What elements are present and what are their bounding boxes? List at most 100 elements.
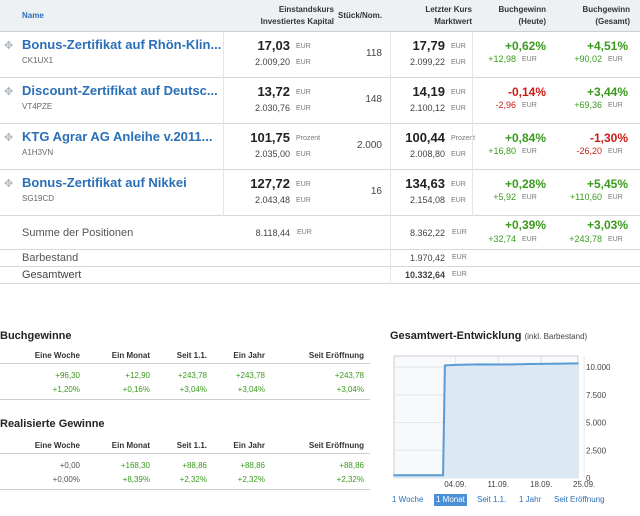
gewinn-heute-abs: +12,98: [488, 54, 516, 64]
header-einstandskurs-line2: Investiertes Kapital: [260, 17, 334, 26]
drag-handle-icon[interactable]: ✥: [4, 178, 14, 190]
position-name-link[interactable]: Discount-Zertifikat auf Deutsc...: [22, 83, 218, 98]
gewinn-heute-pct: +0,84%: [504, 131, 546, 145]
chart-range-links: 1 Woche 1 Monat Seit 1.1. 1 Jahr Seit Eröffn…: [390, 494, 630, 508]
series-area: [394, 363, 578, 478]
header-bg-gesamt-line2: (Gesamt): [595, 17, 630, 26]
x-tick-label: 25.09.: [573, 480, 595, 489]
rg-head-eroeffnung: Seit Eröffnung: [308, 441, 364, 450]
series-line: [394, 362, 579, 477]
einstandskurs: 101,75: [250, 130, 290, 145]
position-name-link[interactable]: Bonus-Zertifikat auf Rhön-Klin...: [22, 37, 222, 52]
gewinn-heute-pct: +0,62%: [504, 39, 546, 53]
summe-gesamt-pct: +3,03%: [586, 218, 628, 232]
x-tick-label: 18.09.: [530, 480, 552, 489]
col-divider: [390, 78, 391, 124]
position-name-link[interactable]: KTG Agrar AG Anleihe v.2011...: [22, 129, 213, 144]
header-letzter-line1: Letzter Kurs: [425, 5, 472, 14]
summe-label: Summe der Positionen: [22, 227, 134, 239]
bg-pct-seit11: +3,04%: [179, 385, 207, 394]
drag-handle-icon[interactable]: ✥: [4, 86, 14, 98]
rg-head-seit11: Seit 1.1.: [176, 441, 207, 450]
realisierte-header: Eine Woche Ein Monat Seit 1.1. Ein Jahr …: [0, 438, 370, 454]
drag-handle-icon[interactable]: ✥: [4, 132, 14, 144]
col-divider: [223, 124, 224, 170]
letzter-kurs: 134,63: [405, 176, 445, 191]
y-tick-label: 0: [586, 474, 591, 483]
col-divider: [390, 32, 391, 78]
gesamtwert-chart: 0 2.500 5.000 7.500 10.000 04.09. 11.09. 18.09.…: [393, 355, 611, 489]
data-point: [417, 474, 420, 477]
range-link[interactable]: Seit Eröffnung: [554, 495, 605, 504]
investiertes-kapital: 2.009,20: [254, 57, 290, 67]
stueck: 16: [370, 186, 382, 197]
col-divider: [223, 78, 224, 124]
bg-head-monat: Ein Monat: [111, 351, 150, 360]
x-tick-label: 11.09.: [487, 480, 509, 489]
data-point: [503, 363, 506, 366]
header-name[interactable]: Name: [22, 11, 44, 20]
range-link[interactable]: 1 Jahr: [519, 495, 542, 504]
position-row: ✥ Discount-Zertifikat auf Deutsc... VT4P…: [0, 78, 640, 124]
investiertes-kapital: 2.035,00: [254, 149, 290, 159]
col-divider: [390, 170, 391, 216]
rg-head-woche: Eine Woche: [34, 441, 80, 450]
gewinn-gesamt-pct: -1,30%: [589, 131, 628, 145]
rg-pct-seit11: +2,32%: [179, 475, 207, 484]
range-link[interactable]: 1 Monat: [434, 494, 467, 506]
marktwert-unit: EUR: [451, 105, 466, 112]
position-row: ✥ KTG Agrar AG Anleihe v.2011... A1H3VN …: [0, 124, 640, 170]
einstandskurs: 127,72: [250, 176, 290, 191]
header-buchgewinn-gesamt: Buchgewinn (Gesamt): [560, 4, 630, 28]
gewinn-gesamt-abs: +110,60: [569, 192, 602, 202]
position-isin: A1H3VN: [22, 148, 54, 157]
realisierte-row-abs: +0,00 +168,30 +88,86 +88,86 +88,86: [0, 459, 370, 473]
gewinn-gesamt-cur: EUR: [608, 102, 623, 109]
letzter-kurs: 17,79: [412, 38, 445, 53]
summe-gesamt-cur: EUR: [608, 236, 623, 243]
rg-pct-woche: +0,00%: [52, 475, 80, 484]
summary-divider: [390, 216, 391, 284]
col-divider: [472, 32, 473, 78]
gesamtwert-unit: EUR: [452, 271, 467, 278]
range-link[interactable]: 1 Woche: [392, 495, 424, 504]
rg-head-monat: Ein Monat: [111, 441, 150, 450]
col-divider: [472, 124, 473, 170]
gewinn-gesamt-abs: -26,20: [576, 146, 602, 156]
buchgewinne-row-pct: +1,20% +0,16% +3,04% +3,04% +3,04%: [0, 383, 370, 397]
rg-pct-eroeffnung: +2,32%: [336, 475, 364, 484]
header-stueck: Stück/Nom.: [337, 11, 382, 20]
rg-head-jahr: Ein Jahr: [233, 441, 265, 450]
data-point: [444, 364, 446, 367]
header-einstandskurs: Einstandskurs Investiertes Kapital: [230, 4, 334, 28]
bg-head-jahr: Ein Jahr: [233, 351, 265, 360]
barbestand-value: 1.970,42: [409, 253, 445, 263]
letzter-kurs-unit: Prozent: [451, 135, 476, 142]
gewinn-gesamt-pct: +5,45%: [586, 177, 628, 191]
gewinn-gesamt-pct: +4,51%: [586, 39, 628, 53]
barbestand-row: Barbestand 1.970,42 EUR: [0, 250, 640, 267]
y-tick-label: 2.500: [586, 446, 607, 455]
position-isin: CK1UX1: [22, 56, 54, 65]
position-name-link[interactable]: Bonus-Zertifikat auf Nikkei: [22, 175, 187, 190]
gewinn-heute-pct: -0,14%: [507, 85, 546, 99]
position-row: ✥ Bonus-Zertifikat auf Nikkei SG19CD 127…: [0, 170, 640, 216]
summe-heute-pct: +0,39%: [504, 218, 546, 232]
range-link[interactable]: Seit 1.1.: [477, 495, 507, 504]
buchgewinne-row-abs: +96,30 +12,90 +243,78 +243,78 +243,78: [0, 369, 370, 383]
letzter-kurs-unit: EUR: [451, 181, 466, 188]
bg-abs-seit11: +243,78: [177, 371, 207, 380]
einstandskurs-unit: EUR: [296, 89, 311, 96]
bg-head-eroeffnung: Seit Eröffnung: [308, 351, 364, 360]
drag-handle-icon[interactable]: ✥: [4, 40, 14, 52]
realisierte-title: Realisierte Gewinne: [0, 418, 105, 430]
gewinn-gesamt-abs: +69,36: [574, 100, 602, 110]
chart-subtitle: (inkl. Barbestand): [524, 332, 588, 341]
bg-head-woche: Eine Woche: [34, 351, 80, 360]
marktwert: 2.099,22: [409, 57, 445, 67]
gewinn-gesamt-cur: EUR: [608, 194, 623, 201]
investiertes-kapital-unit: EUR: [296, 105, 311, 112]
position-isin: VT4PZE: [22, 102, 53, 111]
col-divider: [223, 32, 224, 78]
marktwert-unit: EUR: [451, 59, 466, 66]
